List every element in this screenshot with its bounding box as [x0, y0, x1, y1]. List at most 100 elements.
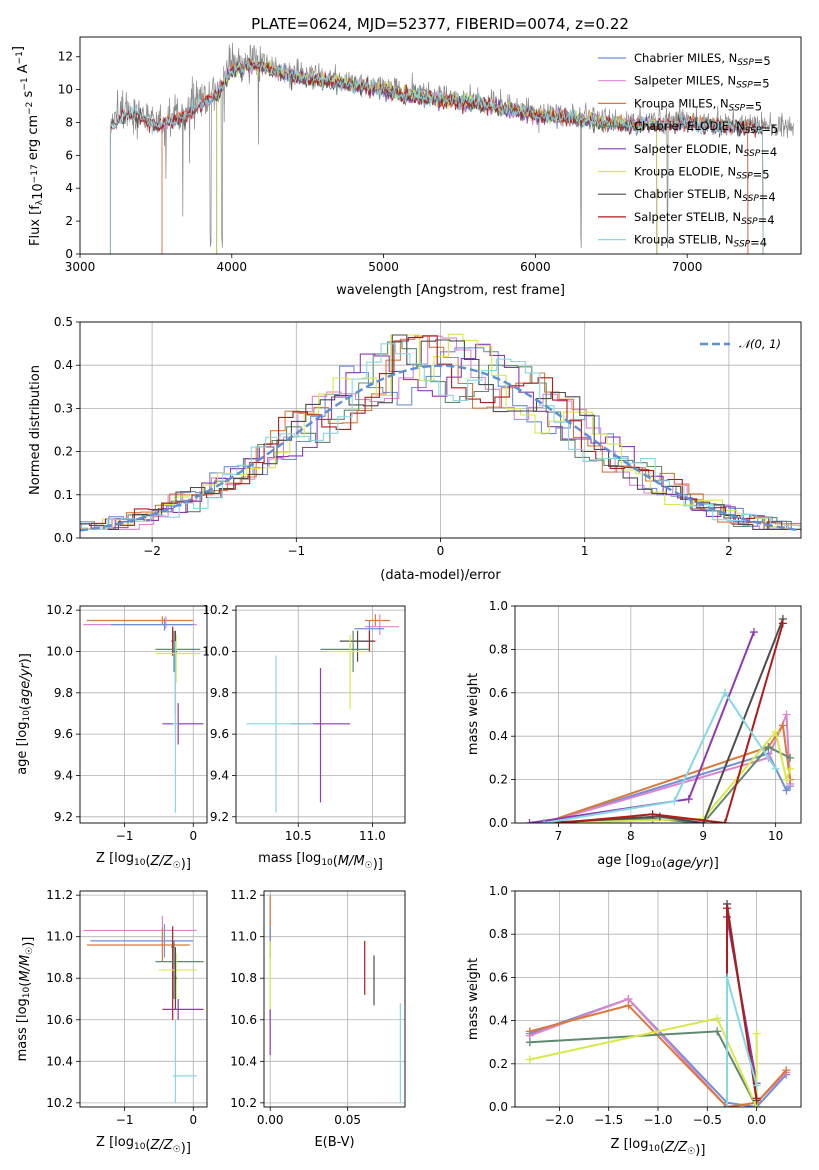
y-tick-label: 0.4 [489, 1014, 508, 1028]
axes-frame [79, 890, 208, 1108]
model-spectrum-line [216, 58, 658, 254]
mass-weight-line [529, 1004, 787, 1107]
mass-weight-marker [782, 1066, 791, 1075]
y-tick-label: 10.2 [230, 1096, 257, 1110]
spectrum-legend: Chabrier MILES, NSSP=5 Salpeter MILES, NS… [598, 51, 778, 250]
histogram-step-line [80, 335, 801, 530]
legend-label: Salpeter STELIB, NSSP=4 [634, 210, 775, 227]
y-tick-label: 0.8 [489, 642, 508, 656]
axes-frame [514, 605, 802, 824]
legend-label: Kroupa ELODIE, NSSP=5 [634, 165, 770, 182]
y-axis-label: Normed distribution [28, 365, 43, 495]
x-tick-label: 5000 [368, 260, 399, 274]
y-tick-label: 1.0 [489, 884, 508, 898]
plot-area [109, 42, 794, 254]
y-tick-label: 10 [58, 83, 73, 97]
x-axis-label: (data-model)/error [380, 568, 501, 583]
mass-weight-marker [723, 973, 732, 982]
y-tick-label: 0.4 [54, 358, 73, 372]
axes-frame [235, 605, 406, 824]
mass-weight-line [529, 1030, 758, 1107]
mass-weight-marker [786, 753, 795, 762]
y-tick-label: 0.5 [54, 315, 73, 329]
y-tick-label: 9.8 [54, 686, 73, 700]
y-tick-label: 0.2 [489, 1057, 508, 1071]
y-axis-label: mass weight [466, 673, 481, 755]
mass-weight-marker [648, 810, 657, 819]
x-axis-label: Z [log10(Z/Z☉)] [611, 1137, 706, 1158]
mass-weight-marker [771, 764, 780, 773]
x-tick-label: 10.5 [285, 829, 312, 843]
mass-weight-line [529, 1017, 758, 1107]
mass-weight-marker [782, 786, 791, 795]
y-tick-label: 10.8 [46, 971, 73, 985]
y-axis-label: mass weight [466, 958, 481, 1040]
mass-weight-marker [624, 1001, 633, 1010]
y-tick-label: 1.0 [489, 599, 508, 613]
axes-frame [79, 36, 802, 255]
y-tick-label: 2 [65, 214, 73, 228]
panel-spectrum: 3000 4000 5000 6000 7000 0 2 4 6 8 10 12 Chabrier MI… [11, 36, 802, 298]
legend-label: Kroupa MILES, NSSP=5 [634, 96, 762, 113]
x-tick-label: −0.5 [693, 1113, 722, 1127]
x-tick-label: 9 [699, 829, 707, 843]
x-tick-label: −2.0 [545, 1113, 574, 1127]
plot-area [525, 899, 791, 1107]
mass-weight-line [543, 690, 777, 823]
mass-weight-marker [525, 819, 534, 823]
errorbar-point [246, 655, 314, 813]
errorbar-point [364, 614, 391, 627]
mass-weight-marker [720, 688, 729, 697]
x-tick-label: 1 [581, 544, 589, 558]
y-axis-label: mass [log10(M/M☉)] [15, 937, 36, 1062]
errorbar-point [364, 614, 400, 635]
y-tick-label: 11.2 [230, 888, 257, 902]
errorbar-point [86, 616, 194, 625]
gaussian-curve [80, 364, 801, 532]
mass-weight-line [543, 752, 791, 823]
y-tick-label: 0.0 [54, 531, 73, 545]
mass-weight-marker [786, 764, 795, 773]
x-tick-label: 0.0 [747, 1113, 766, 1127]
panel-mass-vs-Z: −1 0 10.2 10.4 10.6 10.8 11.0 11.2 Z [log10(Z/Z☉… [15, 888, 208, 1156]
y-tick-label: 9.4 [210, 768, 229, 782]
mass-weight-marker [782, 710, 791, 719]
panel-massweight-vs-Z: −2.0 −1.5 −1.0 −0.5 0.0 0.0 0.2 0.4 0.6 0.8 1.0 Z [… [466, 884, 802, 1158]
histogram-step-line [80, 343, 801, 530]
histogram-step-line [80, 335, 801, 530]
panel-massweight-vs-age: 7 8 9 10 0.0 0.2 0.4 0.6 0.8 1.0 age [log10(age/yr… [466, 599, 802, 871]
panel-age-vs-Z: −1 0 9.2 9.4 9.6 9.8 10.0 10.2 Z [log10(Z/Z☉)] ag… [15, 603, 208, 872]
mass-weight-line [558, 623, 784, 823]
y-tick-label: 9.2 [210, 810, 229, 824]
y-tick-label: 0.2 [489, 773, 508, 787]
mass-weight-marker [670, 797, 679, 806]
x-axis-label: Z [log10(Z/Z☉)] [96, 1135, 191, 1156]
model-spectrum-line [109, 58, 764, 254]
x-tick-label: −1 [116, 829, 134, 843]
mass-weight-marker [713, 1014, 722, 1023]
y-tick-label: 8 [65, 115, 73, 129]
x-tick-label: 0 [437, 544, 445, 558]
legend-label: Chabrier STELIB, NSSP=4 [634, 187, 776, 204]
mass-weight-marker [764, 743, 773, 752]
x-tick-label: 7 [555, 829, 563, 843]
histogram-step-line [80, 343, 801, 530]
y-tick-label: 0.6 [489, 970, 508, 984]
y-tick-label: 10.2 [202, 603, 229, 617]
x-tick-label: 0.05 [334, 1113, 361, 1127]
y-tick-label: 10.8 [230, 971, 257, 985]
legend-label: Chabrier MILES, NSSP=5 [634, 51, 771, 68]
mass-weight-marker [684, 795, 693, 804]
x-tick-label: −1 [287, 544, 305, 558]
plot-area [83, 616, 204, 813]
mass-weight-marker [723, 1103, 732, 1107]
axes-frame [79, 605, 208, 824]
plot-area [83, 915, 204, 1103]
errorbar-point [162, 703, 204, 745]
legend-label: 𝒩(0, 1) [739, 337, 781, 351]
x-tick-label: 8 [627, 829, 635, 843]
y-tick-label: 10.0 [202, 644, 229, 658]
panel-age-vs-mass: 10.5 11.0 9.2 9.4 9.6 9.8 10.0 10.2 mass [log10(… [202, 603, 406, 872]
plot-area [80, 333, 801, 532]
